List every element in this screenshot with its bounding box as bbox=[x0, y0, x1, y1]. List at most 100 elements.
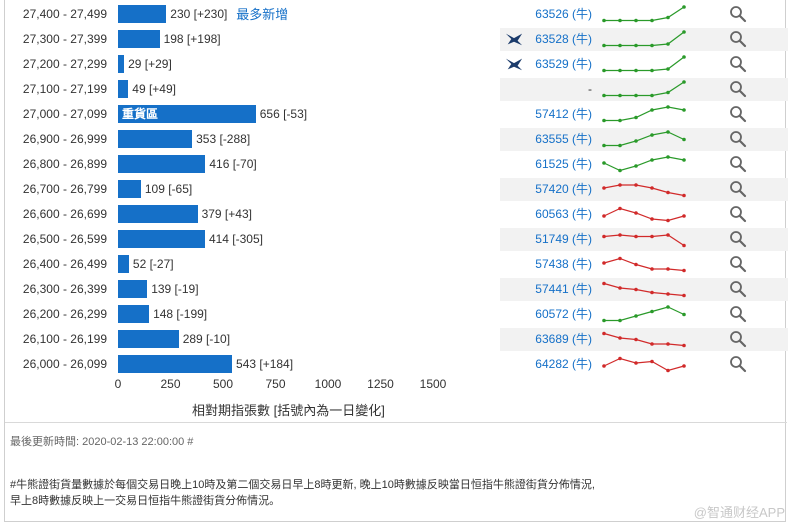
cbbc-code-link[interactable]: 60563 (牛) bbox=[535, 207, 592, 221]
trend-point bbox=[602, 143, 606, 148]
cbbc-code-link[interactable]: 51749 (牛) bbox=[535, 232, 592, 246]
trend-point bbox=[666, 368, 670, 373]
value-label: 49 [+49] bbox=[132, 82, 176, 96]
trend-point bbox=[618, 93, 622, 98]
trend-point bbox=[650, 68, 654, 73]
cbbc-code-link[interactable]: 57438 (牛) bbox=[535, 257, 592, 271]
bar[interactable] bbox=[118, 30, 160, 48]
code-cell: 64282 (牛) bbox=[500, 353, 596, 376]
bar[interactable] bbox=[118, 230, 205, 248]
trend-cell bbox=[596, 28, 692, 51]
trend-sparkline bbox=[602, 130, 686, 148]
most-added-label: 最多新增 bbox=[236, 7, 289, 22]
trend-point bbox=[682, 55, 686, 59]
x-tick-label: 1250 bbox=[367, 377, 394, 391]
detail-cell bbox=[692, 28, 788, 51]
trend-point bbox=[682, 108, 686, 112]
bar[interactable] bbox=[118, 355, 233, 373]
magnifier-icon[interactable] bbox=[729, 330, 747, 348]
cbbc-code-link[interactable]: 63528 (牛) bbox=[535, 32, 592, 46]
trend-cell bbox=[596, 78, 692, 101]
cbbc-code-link[interactable]: 57420 (牛) bbox=[535, 182, 592, 196]
trend-cell bbox=[596, 128, 692, 151]
bar[interactable] bbox=[118, 280, 148, 298]
cbbc-code-link[interactable]: 57441 (牛) bbox=[535, 282, 592, 296]
cbbc-code-link[interactable]: 57412 (牛) bbox=[535, 107, 592, 121]
magnifier-icon[interactable] bbox=[729, 255, 747, 273]
trend-point bbox=[650, 217, 654, 221]
trend-cell bbox=[596, 3, 692, 26]
chart-frame bbox=[4, 0, 786, 522]
detail-cell bbox=[692, 253, 788, 276]
trend-point bbox=[602, 318, 606, 323]
bar[interactable] bbox=[118, 155, 206, 173]
magnifier-icon[interactable] bbox=[729, 130, 747, 148]
trend-point bbox=[682, 158, 686, 162]
code-cell: 57412 (牛) bbox=[500, 103, 596, 126]
trend-cell bbox=[596, 278, 692, 301]
chart-row: 27,100 - 27,199 49 [+49] - bbox=[5, 77, 788, 102]
bar[interactable]: 重貨區 bbox=[118, 105, 256, 123]
trend-point bbox=[634, 211, 638, 215]
trend-cell bbox=[596, 53, 692, 76]
trend-point bbox=[682, 293, 686, 298]
magnifier-icon[interactable] bbox=[729, 30, 747, 48]
code-cell: 63529 (牛) bbox=[500, 53, 596, 76]
bar[interactable] bbox=[118, 255, 129, 273]
magnifier-icon[interactable] bbox=[729, 155, 747, 173]
trend-point bbox=[618, 256, 622, 261]
magnifier-icon[interactable] bbox=[729, 5, 747, 23]
trend-point bbox=[682, 30, 686, 34]
trend-point bbox=[634, 361, 638, 365]
range-label: 27,400 - 27,499 bbox=[22, 7, 107, 21]
trend-point bbox=[650, 234, 654, 239]
bar[interactable] bbox=[118, 180, 141, 198]
magnifier-icon[interactable] bbox=[729, 180, 747, 198]
detail-cell bbox=[692, 278, 788, 301]
cbbc-code-link[interactable]: 63555 (牛) bbox=[535, 132, 592, 146]
cbbc-code-link[interactable]: 60572 (牛) bbox=[535, 307, 592, 321]
code-cell: 63555 (牛) bbox=[500, 128, 596, 151]
trend-point bbox=[666, 218, 670, 223]
x-tick-label: 1500 bbox=[419, 377, 447, 391]
bar[interactable] bbox=[118, 5, 167, 23]
magnifier-icon[interactable] bbox=[729, 280, 747, 298]
code-cell: 57420 (牛) bbox=[500, 178, 596, 201]
magnifier-icon[interactable] bbox=[729, 55, 747, 73]
magnifier-icon[interactable] bbox=[729, 305, 747, 323]
detail-cell bbox=[692, 328, 788, 351]
value-label: 416 [-70] bbox=[209, 157, 257, 171]
bar[interactable] bbox=[118, 205, 198, 223]
cbbc-code-link[interactable]: 63689 (牛) bbox=[535, 332, 592, 346]
x-axis-label: 相對期指張數 [括號內為一日變化] bbox=[192, 403, 385, 418]
range-label: 26,300 - 26,399 bbox=[22, 282, 107, 296]
bar[interactable] bbox=[118, 305, 150, 323]
range-label: 27,100 - 27,199 bbox=[22, 82, 107, 96]
trend-point bbox=[666, 15, 670, 20]
magnifier-icon[interactable] bbox=[729, 230, 747, 248]
trend-point bbox=[634, 18, 638, 23]
cbbc-code-link[interactable]: 63526 (牛) bbox=[535, 7, 592, 21]
bar[interactable] bbox=[118, 55, 125, 73]
range-label: 26,600 - 26,699 bbox=[22, 207, 107, 221]
magnifier-icon[interactable] bbox=[729, 355, 747, 373]
bar[interactable] bbox=[118, 330, 179, 348]
bar[interactable] bbox=[118, 130, 193, 148]
cbbc-code-link[interactable]: 61525 (牛) bbox=[535, 157, 592, 171]
magnifier-icon[interactable] bbox=[729, 105, 747, 123]
cbbc-code-link[interactable]: 64282 (牛) bbox=[535, 357, 592, 371]
bar[interactable] bbox=[118, 80, 129, 98]
trend-point bbox=[650, 186, 654, 190]
magnifier-icon[interactable] bbox=[729, 80, 747, 98]
trend-point bbox=[634, 68, 638, 73]
cbbc-code-link[interactable]: 63529 (牛) bbox=[535, 57, 592, 71]
code-cell: 63526 (牛) bbox=[500, 3, 596, 26]
value-label: 29 [+29] bbox=[128, 57, 172, 71]
value-label: 379 [+43] bbox=[201, 207, 252, 221]
magnifier-icon[interactable] bbox=[729, 205, 747, 223]
trend-point bbox=[618, 318, 622, 323]
trend-point bbox=[666, 67, 670, 71]
trend-point bbox=[602, 18, 606, 23]
trend-point bbox=[618, 43, 622, 48]
range-label: 27,000 - 27,099 bbox=[22, 107, 107, 121]
